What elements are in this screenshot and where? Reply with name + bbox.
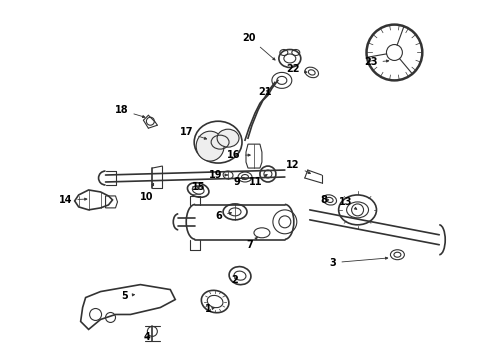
Text: 8: 8: [321, 195, 329, 205]
Text: 20: 20: [243, 32, 275, 60]
Text: 3: 3: [330, 257, 388, 268]
Text: 23: 23: [364, 58, 389, 67]
Ellipse shape: [217, 129, 239, 147]
Text: 19: 19: [209, 170, 228, 180]
Text: 14: 14: [59, 195, 87, 205]
Text: 13: 13: [339, 197, 357, 210]
Text: 15: 15: [192, 182, 205, 192]
Text: 2: 2: [231, 275, 238, 285]
Text: 21: 21: [258, 87, 272, 97]
Text: 9: 9: [233, 177, 244, 187]
Text: 18: 18: [115, 105, 145, 118]
Text: 16: 16: [226, 150, 250, 160]
Text: 6: 6: [215, 211, 231, 221]
Text: 5: 5: [122, 291, 135, 301]
Text: 12: 12: [286, 160, 310, 174]
Text: 7: 7: [246, 237, 258, 250]
Text: 1: 1: [205, 305, 215, 315]
Text: 11: 11: [249, 175, 267, 187]
Text: 10: 10: [140, 183, 154, 202]
Text: 4: 4: [144, 332, 150, 342]
Text: 22: 22: [286, 64, 307, 75]
Ellipse shape: [196, 131, 224, 161]
Text: 17: 17: [180, 127, 207, 139]
